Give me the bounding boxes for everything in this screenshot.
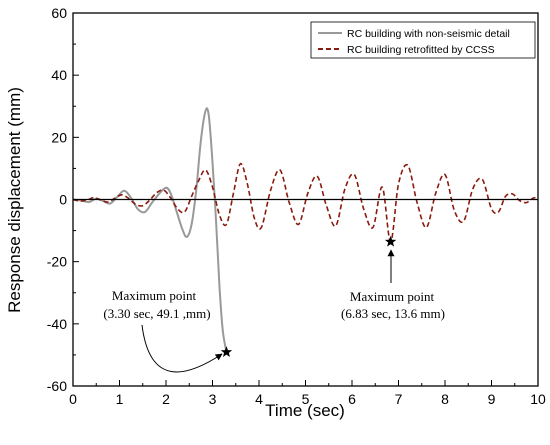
series-layer (72, 107, 539, 353)
x-tick-label: 8 (441, 391, 449, 407)
series-line-1 (72, 107, 228, 353)
y-tick-label: 20 (51, 129, 67, 145)
annotation-1-arrow (141, 324, 223, 373)
max-point-markers (220, 235, 397, 357)
x-tick-label: 6 (348, 391, 356, 407)
y-axis-title: Response displacement (mm) (5, 87, 24, 313)
annotation-1-title: Maximum point (112, 288, 197, 303)
y-tick-label: 0 (59, 192, 67, 208)
x-tick-label: 5 (302, 391, 310, 407)
max-point-star-1 (220, 346, 233, 357)
legend-box (310, 21, 536, 59)
annotation-2-value: (6.83 sec, 13.6 mm) (341, 306, 445, 321)
max-point-star-2 (384, 235, 397, 247)
x-tick-label: 10 (530, 391, 546, 407)
annotations: Maximum point (3.30 sec, 49.1 ,mm) Maxim… (103, 249, 445, 373)
legend-label-series-2: RC building retrofitted by CCSS (347, 44, 495, 56)
y-tick-label: 60 (51, 5, 67, 21)
legend-label-series-1: RC building with non-seismic detail (347, 28, 510, 40)
y-tick-label: -60 (47, 378, 67, 394)
annotation-1-value: (3.30 sec, 49.1 ,mm) (103, 306, 210, 321)
x-tick-label: 0 (69, 391, 77, 407)
y-axis: -60 -40 -20 0 20 40 60 (47, 5, 79, 394)
x-axis-title: Time (sec) (265, 401, 345, 420)
x-tick-label: 3 (209, 391, 217, 407)
x-tick-label: 7 (395, 391, 403, 407)
annotation-2-title: Maximum point (350, 289, 435, 304)
series-line-2 (72, 162, 539, 243)
x-tick-label: 4 (255, 391, 263, 407)
y-tick-label: -20 (47, 254, 67, 270)
x-tick-label: 9 (488, 391, 496, 407)
y-tick-label: 40 (51, 67, 67, 83)
legend: RC building with non-seismic detail RC b… (310, 21, 536, 59)
y-tick-label: -40 (47, 316, 67, 332)
x-tick-label: 1 (116, 391, 124, 407)
x-axis: 0 1 2 3 4 5 6 7 8 9 10 (69, 380, 546, 407)
x-tick-label: 2 (162, 391, 170, 407)
